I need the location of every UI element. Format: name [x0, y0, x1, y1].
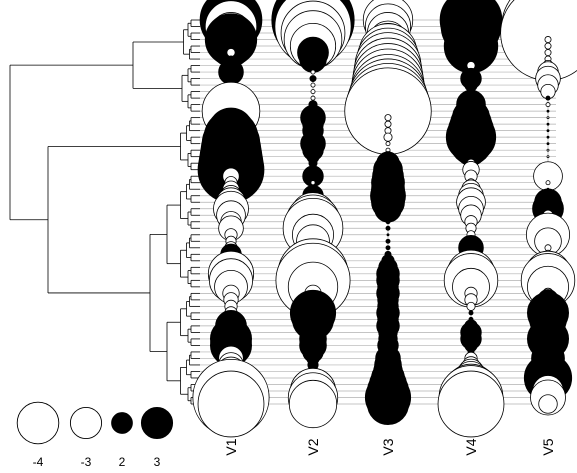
legend-bubble	[16, 401, 60, 445]
bubble-v5	[546, 109, 550, 113]
bubble-v2	[288, 379, 338, 429]
legend-bubble	[111, 412, 133, 434]
column-label-v4: V4	[463, 438, 479, 455]
bubble-v3	[384, 120, 392, 128]
bubble-v3	[366, 382, 409, 425]
bubble-v4	[437, 370, 505, 438]
bubble-v3	[385, 238, 391, 244]
bubble-v1	[228, 76, 234, 82]
bubble-v5	[544, 36, 552, 44]
column-label-v1: V1	[223, 438, 239, 455]
bubble-v2	[310, 63, 316, 69]
bubble-v5	[545, 102, 551, 108]
bubble-v5	[546, 155, 550, 159]
bubble-v4	[466, 301, 476, 311]
bubble-grid	[192, 0, 577, 438]
bubble-v2	[309, 75, 317, 83]
bubble-v5	[544, 42, 552, 50]
bubble-v5	[545, 95, 551, 101]
bubble-v2	[310, 180, 316, 186]
legend-bubble	[140, 406, 174, 440]
bubble-v3	[385, 225, 391, 231]
bubble-v4	[468, 310, 474, 316]
legend-label: -4	[33, 455, 44, 469]
bubble-v2	[310, 69, 316, 75]
bubble-v5	[533, 161, 563, 192]
bubble-v3	[385, 245, 391, 251]
bubble-v5	[546, 116, 550, 120]
bubble-v3	[384, 211, 392, 219]
legend-label: 3	[154, 455, 161, 469]
bubble-v1	[226, 48, 236, 58]
legend-label: 2	[119, 455, 126, 469]
bubble-v2	[310, 95, 316, 101]
column-label-v5: V5	[540, 438, 556, 455]
bubble-v3	[383, 132, 393, 142]
bubble-v2	[310, 89, 316, 95]
column-label-v2: V2	[305, 438, 321, 455]
column-labels: V1 V2 V3 V4 V5	[223, 438, 556, 455]
bubble-v5	[545, 180, 551, 186]
legend: -4 -3 2 3	[16, 401, 174, 469]
legend-label: -3	[81, 455, 92, 469]
bubble-v2	[299, 45, 327, 73]
bubble-v2	[310, 82, 316, 88]
legend-bubble	[69, 406, 103, 440]
bubble-v3	[386, 233, 390, 237]
bubble-v3	[385, 141, 391, 147]
bubble-v5	[546, 129, 550, 133]
bubble-v5	[538, 394, 558, 414]
bubble-v5	[546, 142, 550, 146]
bubble-v5	[546, 148, 550, 152]
bubble-v3	[384, 114, 392, 122]
bubble-v3	[385, 219, 391, 225]
dendrogram	[9, 19, 200, 405]
column-label-v3: V3	[380, 438, 396, 455]
bubble-v5	[544, 49, 552, 57]
bubble-v5	[546, 122, 550, 126]
bubble-v1	[197, 370, 265, 438]
bubble-v5	[546, 135, 550, 139]
